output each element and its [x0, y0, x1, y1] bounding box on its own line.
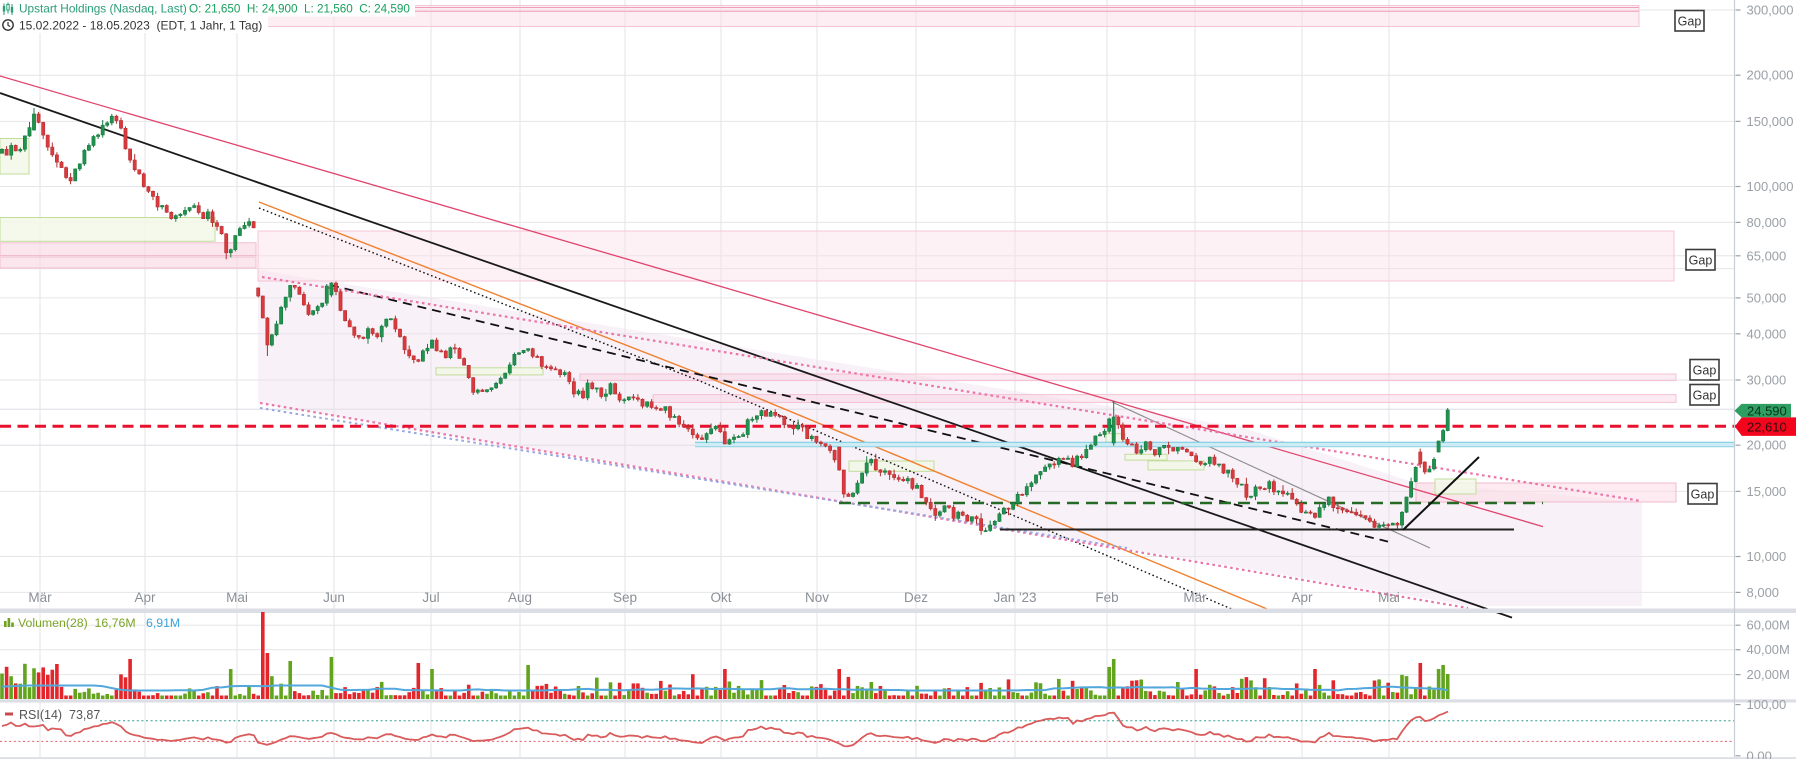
svg-text:Volumen(28) 16,76M: Volumen(28) 16,76M: [18, 616, 136, 630]
svg-text:6,91M: 6,91M: [146, 616, 180, 630]
svg-text:Gap: Gap: [1678, 14, 1702, 28]
svg-text:300,000: 300,000: [1747, 3, 1794, 18]
svg-text:Feb: Feb: [1095, 590, 1118, 605]
svg-text:15.02.2022 - 18.05.2023 (EDT,: 15.02.2022 - 18.05.2023 (EDT, 1 Jahr, 1 …: [19, 19, 262, 33]
svg-text:Apr: Apr: [1291, 590, 1313, 605]
svg-text:RSI(14) 73,87: RSI(14) 73,87: [19, 708, 100, 722]
svg-text:Mai: Mai: [1378, 590, 1400, 605]
svg-text:15,000: 15,000: [1747, 484, 1787, 499]
svg-text:Jul: Jul: [422, 590, 439, 605]
svg-text:Mär: Mär: [28, 590, 52, 605]
svg-text:0,00: 0,00: [1747, 748, 1772, 759]
svg-text:200,000: 200,000: [1747, 68, 1794, 83]
svg-text:60,00M: 60,00M: [1747, 618, 1790, 633]
svg-text:40,000: 40,000: [1747, 326, 1787, 341]
svg-text:Jun: Jun: [323, 590, 345, 605]
svg-text:80,000: 80,000: [1747, 215, 1787, 230]
svg-text:Gap: Gap: [1691, 487, 1715, 501]
svg-text:Gap: Gap: [1693, 363, 1717, 377]
svg-text:50,000: 50,000: [1747, 290, 1787, 305]
svg-text:10,000: 10,000: [1747, 549, 1787, 564]
svg-text:Apr: Apr: [134, 590, 156, 605]
svg-text:Mai: Mai: [226, 590, 248, 605]
svg-text:Gap: Gap: [1689, 253, 1713, 267]
svg-text:24.590: 24.590: [1747, 404, 1787, 419]
svg-text:22,610: 22,610: [1747, 420, 1787, 435]
svg-text:20,000: 20,000: [1747, 438, 1787, 453]
svg-text:Okt: Okt: [710, 590, 731, 605]
svg-text:Upstart Holdings (Nasdaq, Last: Upstart Holdings (Nasdaq, Last): [19, 2, 187, 16]
svg-text:20,00M: 20,00M: [1747, 667, 1790, 682]
svg-text:Sep: Sep: [613, 590, 637, 605]
svg-text:Nov: Nov: [805, 590, 829, 605]
svg-text:Gap: Gap: [1693, 388, 1717, 402]
svg-text:Mär: Mär: [1183, 590, 1207, 605]
svg-text:100,000: 100,000: [1747, 179, 1794, 194]
svg-text:65,000: 65,000: [1747, 248, 1787, 263]
svg-text:30,000: 30,000: [1747, 373, 1787, 388]
svg-text:Dez: Dez: [904, 590, 928, 605]
svg-text:O: 21,650 H: 24,900 L: 21,56: O: 21,650 H: 24,900 L: 21,560 C: 24,590: [189, 3, 410, 16]
svg-text:100,00: 100,00: [1747, 697, 1787, 712]
svg-text:8,000: 8,000: [1747, 585, 1780, 600]
svg-text:Aug: Aug: [508, 590, 532, 605]
svg-text:40,00M: 40,00M: [1747, 642, 1790, 657]
svg-text:Jan '23: Jan '23: [993, 590, 1036, 605]
svg-text:150,000: 150,000: [1747, 114, 1794, 129]
